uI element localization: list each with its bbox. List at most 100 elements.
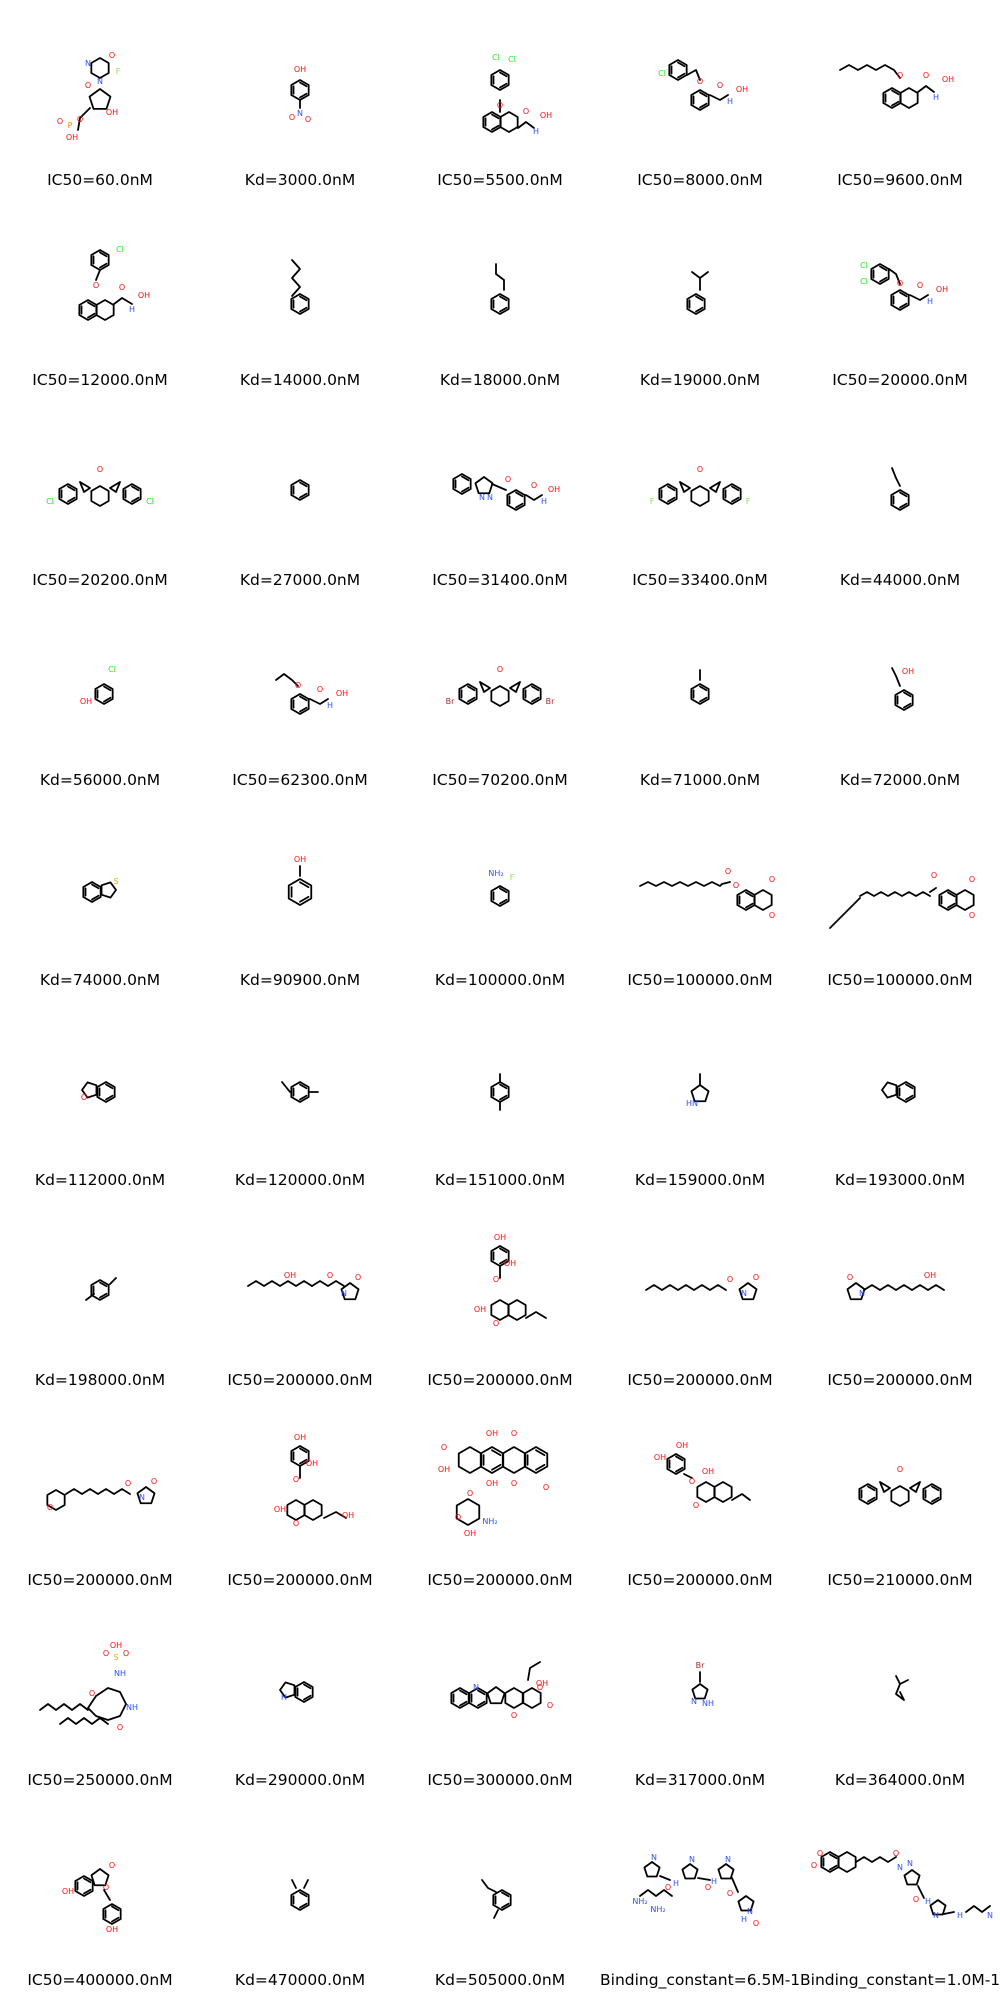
svg-text:Cl: Cl bbox=[146, 497, 154, 506]
activity-label: IC50=210000.0nM bbox=[827, 1571, 973, 1589]
svg-text:OH: OH bbox=[342, 1511, 354, 1520]
svg-text:H: H bbox=[327, 701, 333, 710]
compound-cell: Cl Cl O O H OH IC50=20000.0nM bbox=[800, 200, 1000, 400]
svg-text:O: O bbox=[455, 1513, 461, 1522]
svg-text:O: O bbox=[543, 1483, 549, 1492]
activity-label: Kd=44000.0nM bbox=[839, 571, 961, 589]
compound-cell: N O H NH₂ NH₂ N O H N O N H O Binding_constant=6.5M-1 bbox=[600, 1800, 800, 2000]
svg-text:O: O bbox=[931, 871, 937, 880]
svg-text:OH: OH bbox=[306, 1459, 318, 1468]
activity-label: IC50=200000.0nM bbox=[427, 1571, 573, 1589]
svg-text:O: O bbox=[769, 875, 775, 884]
svg-text:OH: OH bbox=[66, 133, 78, 142]
svg-text:O: O bbox=[497, 665, 503, 674]
svg-text:OH: OH bbox=[486, 1429, 498, 1438]
svg-text:OH: OH bbox=[294, 1433, 306, 1442]
activity-label: IC50=31400.0nM bbox=[432, 571, 568, 589]
svg-text:O: O bbox=[467, 1489, 473, 1498]
molecule-structure-isobutylbenzene bbox=[600, 200, 800, 370]
activity-label: Kd=470000.0nM bbox=[234, 1971, 366, 1989]
svg-text:H: H bbox=[957, 1911, 963, 1920]
activity-label: Kd=290000.0nM bbox=[234, 1771, 366, 1789]
compound-cell: O F F IC50=33400.0nM bbox=[600, 400, 800, 600]
activity-label: Kd=18000.0nM bbox=[439, 371, 561, 389]
molecule-structure-bis_cyclopropyl_bromo: O Br Br bbox=[400, 600, 600, 770]
molecule-structure-indene bbox=[800, 1000, 1000, 1170]
molecule-structure-bis_cyclopropyl_fluoro: O F F bbox=[600, 400, 800, 570]
svg-text:H: H bbox=[541, 497, 547, 506]
svg-text:NH₂: NH₂ bbox=[488, 869, 503, 878]
molecule-structure-butylbenzene bbox=[200, 200, 400, 370]
svg-text:N: N bbox=[473, 1683, 479, 1692]
svg-text:NH: NH bbox=[114, 1669, 126, 1678]
activity-label: Kd=14000.0nM bbox=[239, 371, 361, 389]
activity-label: Binding_constant=1.0M-1 bbox=[800, 1971, 1000, 1989]
activity-label: Kd=151000.0nM bbox=[434, 1171, 566, 1189]
molecule-structure-polyene_pyrrolidinone_c: N O OH bbox=[800, 1200, 1000, 1370]
activity-label: Kd=100000.0nM bbox=[434, 971, 566, 989]
svg-text:O: O bbox=[531, 481, 537, 490]
molecule-structure-nitrophenol: OH N O O bbox=[200, 0, 400, 170]
svg-text:N: N bbox=[741, 1289, 747, 1298]
svg-text:S: S bbox=[113, 877, 118, 886]
svg-text:OH: OH bbox=[80, 697, 92, 706]
activity-label: IC50=100000.0nM bbox=[827, 971, 973, 989]
molecule-structure-xylene_para bbox=[400, 1000, 600, 1170]
activity-label: IC50=33400.0nM bbox=[632, 571, 768, 589]
molecule-structure-camptothecin: N O O O OH bbox=[400, 1600, 600, 1770]
svg-text:OH: OH bbox=[676, 1441, 688, 1450]
svg-text:H: H bbox=[933, 93, 939, 102]
svg-text:N: N bbox=[725, 1855, 731, 1864]
svg-text:O: O bbox=[893, 1849, 899, 1858]
svg-text:Cl: Cl bbox=[860, 261, 868, 270]
compound-cell: OH OH O OH O IC50=200000.0nM bbox=[400, 1200, 600, 1400]
svg-text:O: O bbox=[511, 1429, 517, 1438]
compound-cell: N O O O OH IC50=300000.0nM bbox=[400, 1600, 600, 1800]
compound-cell: Kd=120000.0nM bbox=[200, 1000, 400, 1200]
molecule-structure-naphthyl_hydroxamate_hexyl: O O H OH bbox=[800, 0, 1000, 170]
molecule-structure-benzothiophene: S bbox=[0, 800, 200, 970]
svg-text:O: O bbox=[523, 107, 529, 116]
compound-cell: O O H OH IC50=9600.0nM bbox=[800, 0, 1000, 200]
svg-text:O: O bbox=[497, 101, 503, 110]
svg-text:OH: OH bbox=[106, 108, 118, 117]
molecule-structure-fluoroaniline: NH₂ F bbox=[400, 800, 600, 970]
svg-text:OH: OH bbox=[474, 1305, 486, 1314]
svg-text:F: F bbox=[116, 67, 121, 76]
svg-text:N: N bbox=[297, 109, 303, 118]
compound-cell: O Kd=112000.0nM bbox=[0, 1000, 200, 1200]
svg-text:O: O bbox=[109, 51, 115, 60]
svg-text:H: H bbox=[927, 297, 933, 306]
svg-text:OH: OH bbox=[540, 111, 552, 120]
compound-cell: OH O N O IC50=200000.0nM bbox=[200, 1200, 400, 1400]
svg-text:OH: OH bbox=[548, 485, 560, 494]
svg-text:OH: OH bbox=[464, 1529, 476, 1538]
svg-text:O: O bbox=[305, 115, 311, 124]
svg-text:N: N bbox=[897, 1863, 903, 1872]
svg-text:NH: NH bbox=[702, 1699, 714, 1708]
svg-text:Br: Br bbox=[446, 697, 455, 706]
svg-text:O: O bbox=[355, 1273, 361, 1282]
svg-text:OH: OH bbox=[336, 689, 348, 698]
compound-cell: Kd=151000.0nM bbox=[400, 1000, 600, 1200]
svg-text:OH: OH bbox=[736, 85, 748, 94]
activity-label: IC50=300000.0nM bbox=[427, 1771, 573, 1789]
svg-text:O: O bbox=[505, 475, 511, 484]
svg-text:OH: OH bbox=[62, 1887, 74, 1896]
svg-text:H: H bbox=[281, 1693, 287, 1702]
molecule-structure-phenol: OH bbox=[200, 800, 400, 970]
svg-text:H: H bbox=[673, 1879, 679, 1888]
svg-text:O: O bbox=[847, 1273, 853, 1282]
svg-text:OH: OH bbox=[536, 1679, 548, 1688]
svg-text:O: O bbox=[151, 1477, 157, 1486]
svg-text:O: O bbox=[103, 1649, 109, 1658]
svg-text:O: O bbox=[697, 77, 703, 86]
activity-label: IC50=70200.0nM bbox=[432, 771, 568, 789]
compound-cell: Kd=18000.0nM bbox=[400, 200, 600, 400]
svg-text:O: O bbox=[119, 283, 125, 292]
svg-text:O: O bbox=[47, 1503, 53, 1512]
svg-text:O: O bbox=[665, 1883, 671, 1892]
activity-label: Kd=364000.0nM bbox=[834, 1771, 966, 1789]
